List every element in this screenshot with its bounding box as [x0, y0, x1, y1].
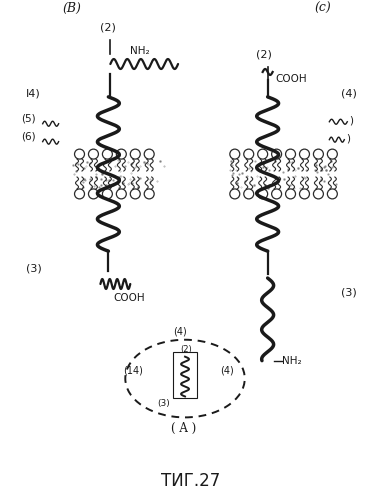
Text: (5): (5) [21, 114, 36, 124]
Text: ): ) [349, 116, 353, 126]
Text: (3): (3) [341, 288, 357, 298]
Text: I4): I4) [26, 89, 40, 99]
Text: (B): (B) [63, 2, 81, 16]
Text: ΤИГ.27: ΤИГ.27 [161, 472, 221, 490]
Text: COOH: COOH [113, 293, 145, 303]
Text: (6): (6) [21, 132, 36, 141]
Text: COOH: COOH [275, 74, 307, 84]
Text: (4): (4) [220, 366, 234, 376]
Text: NH₂: NH₂ [130, 46, 150, 56]
Text: (3): (3) [26, 263, 42, 273]
Text: NH₂: NH₂ [282, 356, 301, 366]
Text: (2): (2) [180, 344, 192, 354]
Text: (14): (14) [123, 366, 143, 376]
Text: ( A ): ( A ) [171, 422, 196, 436]
Text: (4): (4) [173, 327, 187, 337]
Text: ): ) [346, 134, 350, 143]
Text: (3): (3) [157, 400, 170, 408]
Text: (2): (2) [100, 22, 116, 32]
Text: (4): (4) [341, 89, 357, 99]
Text: (2): (2) [256, 49, 272, 59]
Text: (с): (с) [314, 2, 331, 16]
